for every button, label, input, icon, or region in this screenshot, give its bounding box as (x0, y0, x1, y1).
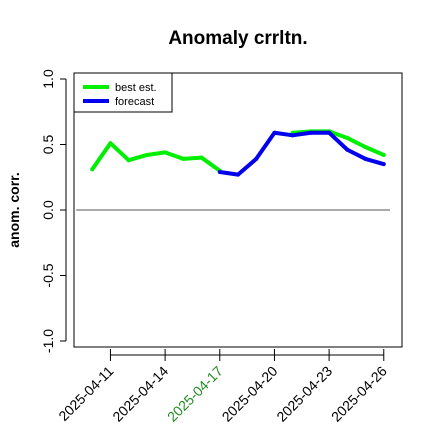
data-point-best-est (126, 158, 131, 163)
data-point-forecast (272, 130, 277, 135)
chart-title: Anomaly crrltn. (168, 28, 307, 49)
y-tick-label: 1.0 (40, 69, 56, 89)
legend-label: forecast (115, 96, 154, 108)
plot-area-frame (73, 72, 403, 348)
series-line-best-est (90, 141, 221, 173)
y-axis-label: anom. corr. (6, 172, 22, 247)
data-point-forecast (254, 156, 259, 161)
data-point-best-est (381, 152, 386, 157)
legend-box (73, 72, 173, 113)
data-point-best-est (199, 155, 204, 160)
series-line-forecast (219, 130, 385, 177)
data-point-forecast (363, 156, 368, 161)
data-point-best-est (181, 156, 186, 161)
data-point-forecast (217, 170, 222, 175)
data-point-forecast (345, 147, 350, 152)
data-point-best-est (144, 152, 149, 157)
legend-label: best est. (115, 82, 157, 94)
data-point-forecast (236, 172, 240, 177)
data-point-forecast (308, 130, 313, 135)
y-tick-label: 0.5 (40, 135, 56, 155)
data-point-best-est (90, 167, 95, 172)
data-point-forecast (381, 162, 386, 167)
data-point-forecast (327, 130, 332, 135)
data-point-best-est (345, 135, 350, 140)
data-point-forecast (290, 133, 295, 138)
data-point-best-est (108, 141, 113, 146)
data-point-best-est (163, 150, 168, 155)
y-tick-label: -1.0 (40, 329, 56, 353)
y-tick-label: -0.5 (40, 263, 56, 287)
data-point-best-est (363, 145, 368, 150)
y-tick-label: 0.0 (40, 200, 56, 220)
